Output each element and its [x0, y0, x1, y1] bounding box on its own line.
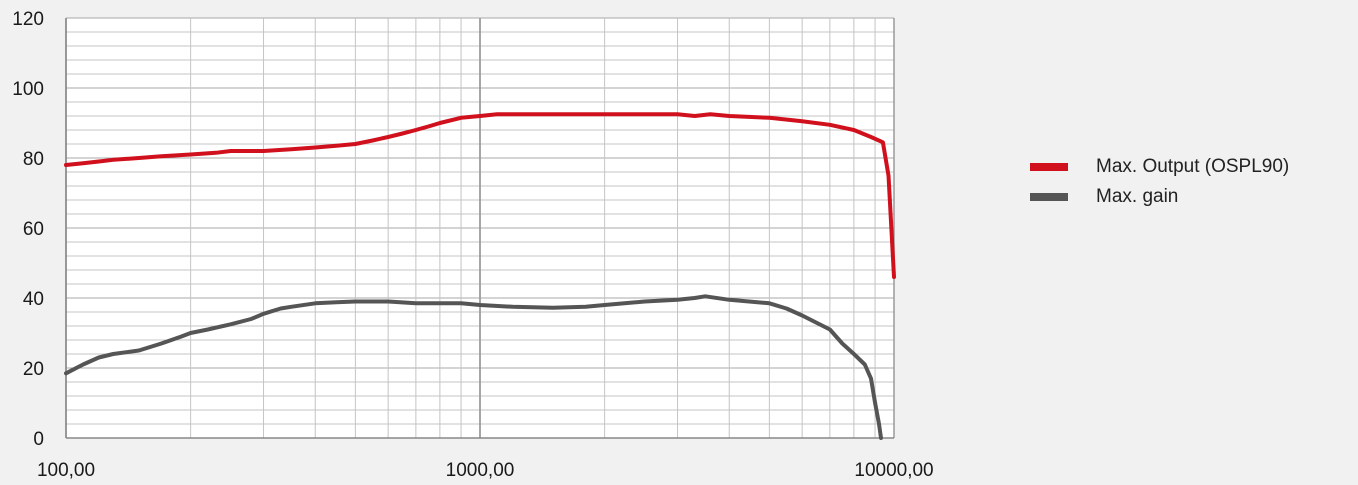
y-tick-label: 40: [23, 289, 44, 310]
legend-swatch-max-output: [1030, 163, 1068, 171]
x-tick-label: 1000,00: [446, 460, 515, 481]
series-line-max-gain: [64, 294, 883, 440]
series-layer: [64, 112, 896, 440]
legend-label: Max. Output (OSPL90): [1096, 156, 1290, 177]
legend: Max. Output (OSPL90) Max. gain: [1030, 152, 1289, 212]
legend-label: Max. gain: [1096, 186, 1179, 207]
legend-item-max-gain: Max. gain: [1030, 182, 1289, 212]
grid: [65, 17, 895, 439]
axes: [65, 18, 894, 439]
y-tick-label: 120: [12, 9, 44, 30]
legend-item-max-output: Max. Output (OSPL90): [1030, 152, 1289, 182]
x-tick-label: 10000,00: [854, 460, 933, 481]
y-tick-label: 80: [23, 149, 44, 170]
y-tick-label: 0: [33, 429, 44, 450]
series-line-max-output: [64, 112, 896, 279]
legend-swatch-max-gain: [1030, 193, 1068, 201]
y-tick-label: 100: [12, 79, 44, 100]
x-axis-ticks: 100,00 1000,00 10000,00: [37, 460, 934, 481]
x-tick-label: 100,00: [37, 460, 95, 481]
y-axis-ticks: 0 20 40 60 80 100 120: [12, 9, 44, 450]
y-tick-label: 60: [23, 219, 44, 240]
y-tick-label: 20: [23, 359, 44, 380]
